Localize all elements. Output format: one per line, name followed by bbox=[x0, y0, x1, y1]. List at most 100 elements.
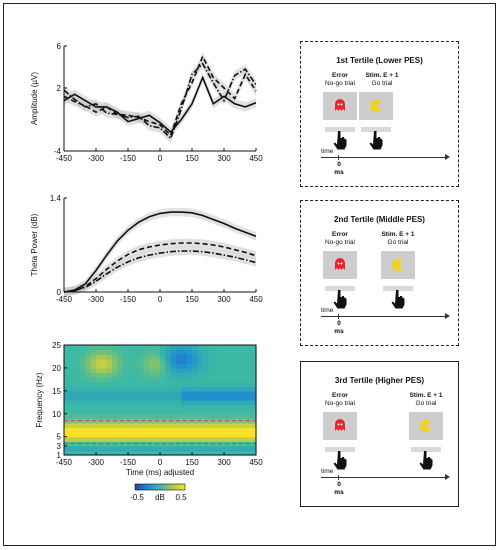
heatmap-cell bbox=[245, 404, 252, 410]
heatmap-cell bbox=[112, 349, 118, 355]
heatmap-cell bbox=[128, 436, 134, 442]
heatmap-cell bbox=[208, 413, 214, 419]
heatmap-cell bbox=[170, 345, 177, 351]
heatmap-cell bbox=[240, 386, 246, 392]
heatmap-cell bbox=[160, 450, 166, 456]
heatmap-cell bbox=[90, 432, 97, 438]
heatmap-cell bbox=[170, 409, 177, 415]
heatmap-cell bbox=[154, 372, 161, 378]
heatmap-cell bbox=[138, 422, 145, 429]
heatmap-cell bbox=[122, 358, 129, 364]
heatmap-cell bbox=[213, 363, 220, 369]
y-axis-label: Frequency (Hz) bbox=[35, 372, 44, 427]
heatmap-cell bbox=[224, 450, 230, 456]
heatmap-cell bbox=[154, 345, 161, 351]
heatmap-cell bbox=[208, 372, 214, 378]
heatmap-cell bbox=[181, 413, 188, 419]
heatmap-cell bbox=[160, 432, 166, 438]
x-tick-label: -150 bbox=[120, 295, 137, 304]
heatmap-cell bbox=[112, 390, 118, 397]
heatmap-cell bbox=[122, 386, 129, 392]
x-tick-label: 0 bbox=[158, 154, 163, 163]
heatmap-cell bbox=[170, 381, 177, 387]
time-label: time bbox=[321, 468, 334, 475]
heatmap-cell bbox=[213, 450, 220, 456]
heatmap-cell bbox=[202, 345, 209, 351]
heatmap-cell bbox=[138, 409, 145, 415]
heatmap-cell bbox=[101, 400, 108, 406]
heatmap-cell bbox=[186, 441, 193, 447]
heatmap-cell bbox=[133, 409, 140, 415]
heatmap-cell bbox=[85, 400, 92, 406]
heatmap-cell bbox=[117, 450, 124, 456]
heatmap-cell bbox=[149, 386, 156, 392]
heatmap-cell bbox=[229, 386, 236, 392]
heatmap-cell bbox=[170, 404, 177, 410]
heatmap-cell bbox=[128, 427, 134, 433]
heatmap-cell bbox=[144, 450, 150, 456]
heatmap-cell bbox=[240, 395, 246, 401]
y-tick-label: 3 bbox=[57, 442, 62, 451]
x-tick-label: 450 bbox=[249, 458, 263, 467]
heatmap-cell bbox=[181, 349, 188, 355]
heatmap-cell bbox=[165, 354, 172, 360]
heatmap-cell bbox=[224, 363, 230, 369]
heatmap-cell bbox=[186, 367, 193, 374]
heatmap-cell bbox=[106, 354, 113, 360]
heatmap-cell bbox=[250, 432, 257, 438]
heatmap-cell bbox=[240, 363, 246, 369]
heatmap-cell bbox=[80, 349, 86, 355]
heatmap-cell bbox=[165, 432, 172, 438]
response-bar bbox=[325, 127, 355, 132]
heatmap-cell bbox=[250, 354, 257, 360]
heatmap-cell bbox=[90, 390, 97, 397]
heatmap-cell bbox=[101, 372, 108, 378]
heatmap-cell bbox=[128, 363, 134, 369]
heatmap-cell bbox=[176, 409, 182, 415]
heatmap-cell bbox=[245, 345, 252, 351]
heatmap-cell bbox=[192, 349, 198, 355]
heatmap-cell bbox=[160, 390, 166, 397]
x-tick-label: 450 bbox=[249, 295, 263, 304]
heatmap-cell bbox=[245, 358, 252, 364]
heatmap-cell bbox=[122, 367, 129, 374]
heatmap-cell bbox=[186, 427, 193, 433]
heatmap-cell bbox=[213, 400, 220, 406]
heatmap-cell bbox=[69, 386, 76, 392]
heatmap-cell bbox=[218, 354, 225, 360]
heatmap-cell bbox=[90, 367, 97, 374]
heatmap-cell bbox=[144, 409, 150, 415]
heatmap-cell bbox=[165, 395, 172, 401]
heatmap-cell bbox=[85, 436, 92, 442]
heatmap-cell bbox=[224, 367, 230, 374]
heatmap-cell bbox=[149, 436, 156, 442]
heatmap-cell bbox=[122, 432, 129, 438]
heatmap-cell bbox=[80, 377, 86, 383]
heatmap-cell bbox=[165, 404, 172, 410]
ghost-icon bbox=[335, 258, 345, 270]
heatmap-cell bbox=[69, 363, 76, 369]
stim-screen bbox=[409, 412, 443, 440]
heatmap-cell bbox=[213, 358, 220, 364]
heatmap-cell bbox=[101, 422, 108, 429]
heatmap-cell bbox=[224, 349, 230, 355]
y-tick-label: 0 bbox=[57, 288, 62, 297]
heatmap-cell bbox=[160, 372, 166, 378]
heatmap-cell bbox=[96, 422, 102, 429]
heatmap-cell bbox=[186, 395, 193, 401]
heatmap-cell bbox=[218, 377, 225, 383]
heatmap-cell bbox=[165, 418, 172, 424]
heatmap-cell bbox=[122, 349, 129, 355]
heatmap-cell bbox=[69, 422, 76, 429]
heatmap-cell bbox=[128, 450, 134, 456]
heatmap-cell bbox=[128, 404, 134, 410]
heatmap-cell bbox=[112, 363, 118, 369]
heatmap-cell bbox=[181, 377, 188, 383]
heatmap-cell bbox=[133, 345, 140, 351]
heatmap-cell bbox=[165, 349, 172, 355]
heatmap-cell bbox=[138, 450, 145, 456]
y-axis-label: Amplitude (µV) bbox=[30, 72, 39, 125]
heatmap-cell bbox=[176, 345, 182, 351]
tertile-panel-1: 1st Tertile (Lower PES) Error No-go trial… bbox=[300, 41, 459, 187]
heatmap-cell bbox=[144, 354, 150, 360]
